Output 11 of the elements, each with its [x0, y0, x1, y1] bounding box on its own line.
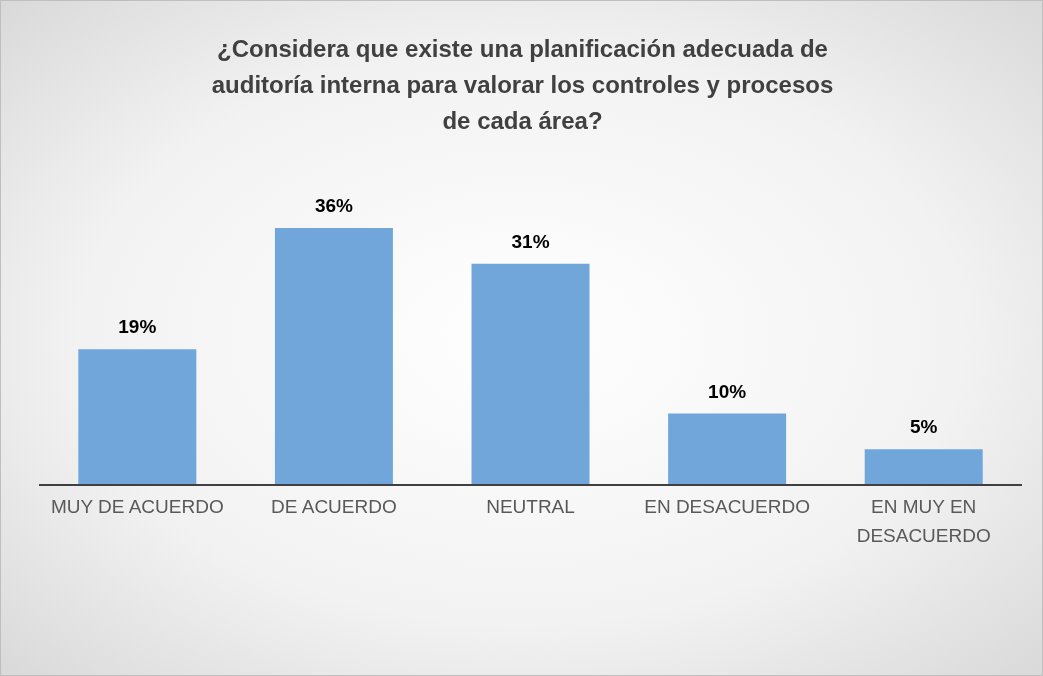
- x-tick-label: EN DESACUERDO: [644, 496, 810, 517]
- data-label: 10%: [708, 380, 747, 402]
- x-tick-label: DE ACUERDO: [271, 496, 397, 517]
- data-label: 36%: [314, 195, 354, 216]
- data-label: 19%: [118, 316, 157, 338]
- x-tick-label: MUY DE ACUERDO: [50, 496, 224, 517]
- data-label: 5%: [909, 416, 938, 438]
- x-tick-label: NEUTRAL: [486, 496, 575, 517]
- chart-title: ¿Considera que existe una planificación adecuada de auditoría interna para valorar los controles y procesos de cada área?: [210, 34, 835, 136]
- x-tick-label: EN MUY EN DESACUERDO: [856, 496, 991, 546]
- data-label: 31%: [511, 230, 550, 252]
